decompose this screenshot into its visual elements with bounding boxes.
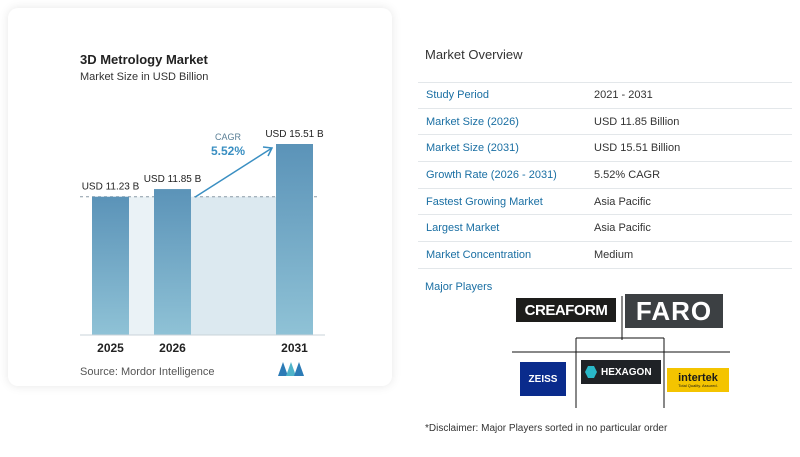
overview-row-label: Study Period: [426, 89, 489, 102]
bar-value-label: USD 15.51 B: [265, 129, 324, 140]
bar: [154, 189, 191, 335]
overview-row-label: Fastest Growing Market: [426, 195, 543, 208]
overview-row-label: Growth Rate (2026 - 2031): [426, 168, 557, 181]
cagr-value: 5.52%: [211, 144, 245, 158]
overview-row: Largest Market Asia Pacific: [418, 215, 792, 243]
hexagon-mark-icon: [585, 366, 597, 378]
bar-chart: USD 11.23 B 2025 USD 11.85 B 2026 USD 15.51 …: [80, 129, 325, 355]
overview-row: Fastest Growing Market Asia Pacific: [418, 189, 792, 216]
intertek-tagline: Total Quality. Assured.: [678, 382, 718, 388]
cagr-arrow: [194, 147, 273, 198]
cagr-arrow-head: [262, 146, 274, 157]
cagr-band: [191, 196, 276, 335]
x-tick-label: 2026: [159, 341, 186, 355]
disclaimer: *Disclaimer: Major Players sorted in no …: [425, 423, 668, 434]
overview-row-value: USD 11.85 Billion: [594, 115, 680, 128]
overview-row-label: Market Concentration: [426, 248, 532, 261]
overview-row-value: Asia Pacific: [594, 222, 651, 235]
overview-row-value: Asia Pacific: [594, 195, 651, 208]
band-gap: [129, 196, 154, 335]
cagr-label: CAGR: [215, 132, 242, 142]
bar: [92, 196, 129, 335]
intertek-logo-text: intertek: [678, 371, 718, 384]
overview-row-value: USD 15.51 Billion: [594, 142, 681, 155]
overview-row: Study Period 2021 - 2031: [418, 82, 792, 109]
mordor-logo-icon: [278, 362, 304, 376]
faro-logo: FARO: [625, 294, 723, 328]
overview-row: Growth Rate (2026 - 2031) 5.52% CAGR: [418, 162, 792, 189]
hexagon-logo-text: HEXAGON: [601, 366, 652, 378]
overview-row-label: Market Size (2031): [426, 142, 519, 155]
creaform-logo: CREAFORM: [516, 298, 616, 322]
overview-row-label: Largest Market: [426, 222, 500, 235]
overview-row: Market Size (2026) USD 11.85 Billion: [418, 109, 792, 136]
overview-row: Market Size (2031) USD 15.51 Billion: [418, 135, 792, 163]
chart-title: 3D Metrology Market: [80, 52, 208, 67]
bar-value-label: USD 11.23 B: [82, 182, 140, 193]
overview-row-value: 2021 - 2031: [594, 89, 653, 102]
source-note: Source: Mordor Intelligence: [80, 366, 215, 378]
x-tick-label: 2031: [281, 341, 308, 355]
major-players-label: Major Players: [425, 281, 493, 293]
chart-subtitle: Market Size in USD Billion: [80, 71, 209, 83]
overview-table: Study Period 2021 - 2031 Market Size (2026…: [418, 82, 792, 269]
overview-title: Market Overview: [425, 47, 523, 62]
overview-row-value: Medium: [594, 248, 634, 261]
bar: [276, 144, 313, 335]
bar-value-label: USD 11.85 B: [144, 174, 202, 185]
x-tick-label: 2025: [97, 341, 124, 355]
hexagon-logo: HEXAGON: [581, 360, 661, 384]
intertek-logo: intertek Total Quality. Assured.: [667, 368, 729, 392]
zeiss-logo: ZEISS: [520, 362, 566, 396]
overview-row-label: Market Size (2026): [426, 115, 519, 128]
overview-row: Market Concentration Medium: [418, 242, 792, 269]
overview-row-value: 5.52% CAGR: [594, 168, 661, 181]
